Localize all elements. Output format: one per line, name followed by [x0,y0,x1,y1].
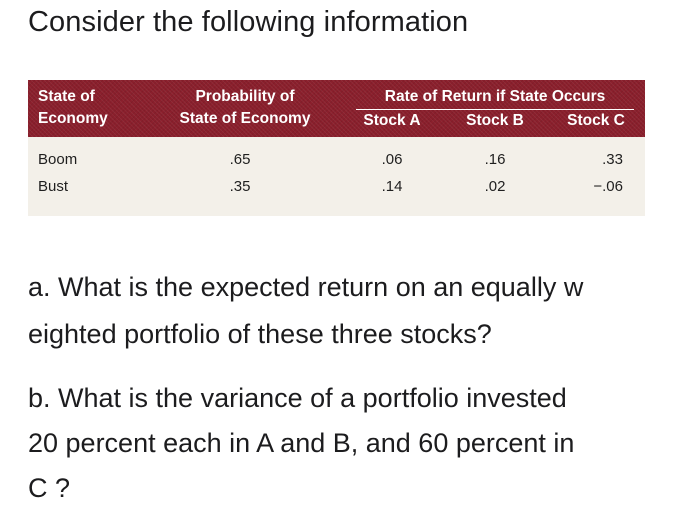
row-boom-stock-b: .16 [484,151,506,168]
header-stock-b: Stock B [466,112,524,129]
header-stock-c: Stock C [567,112,625,129]
header-probability-line2: State of Economy [179,110,311,127]
row-boom-stock-a: .06 [381,151,403,168]
header-rate-of-return: Rate of Return if State Occurs [384,88,606,105]
row-bust-stock-a: .14 [381,178,403,195]
row-bust-stock-c: −.06 [593,178,623,195]
question-a-line1: a. What is the expected return on an equ… [28,272,584,302]
table-header: State of Economy Probability of State of… [28,80,645,137]
row-bust-state: Bust [38,178,69,195]
header-state-line1: State of [38,88,95,105]
row-boom-probability: .65 [229,151,251,168]
header-state-line2: Economy [38,110,108,127]
header-probability-line1: Probability of [195,88,295,105]
question-b-line2: 20 percent each in A and B, and 60 perce… [28,428,575,458]
returns-table: State of Economy Probability of State of… [28,80,645,216]
row-boom-state: Boom [38,151,78,168]
intro-text: Consider the following information [28,6,469,38]
row-bust-stock-b: .02 [484,178,506,195]
row-boom-stock-c: .33 [602,151,623,168]
row-bust-probability: .35 [229,178,251,195]
header-stock-a: Stock A [363,112,421,129]
header-group-rule [356,109,634,110]
question-b-line1: b. What is the variance of a portfolio i… [28,383,567,413]
question-b-line3: C ? [28,473,71,503]
question-a-line2: eighted portfolio of these three stocks? [28,319,492,349]
